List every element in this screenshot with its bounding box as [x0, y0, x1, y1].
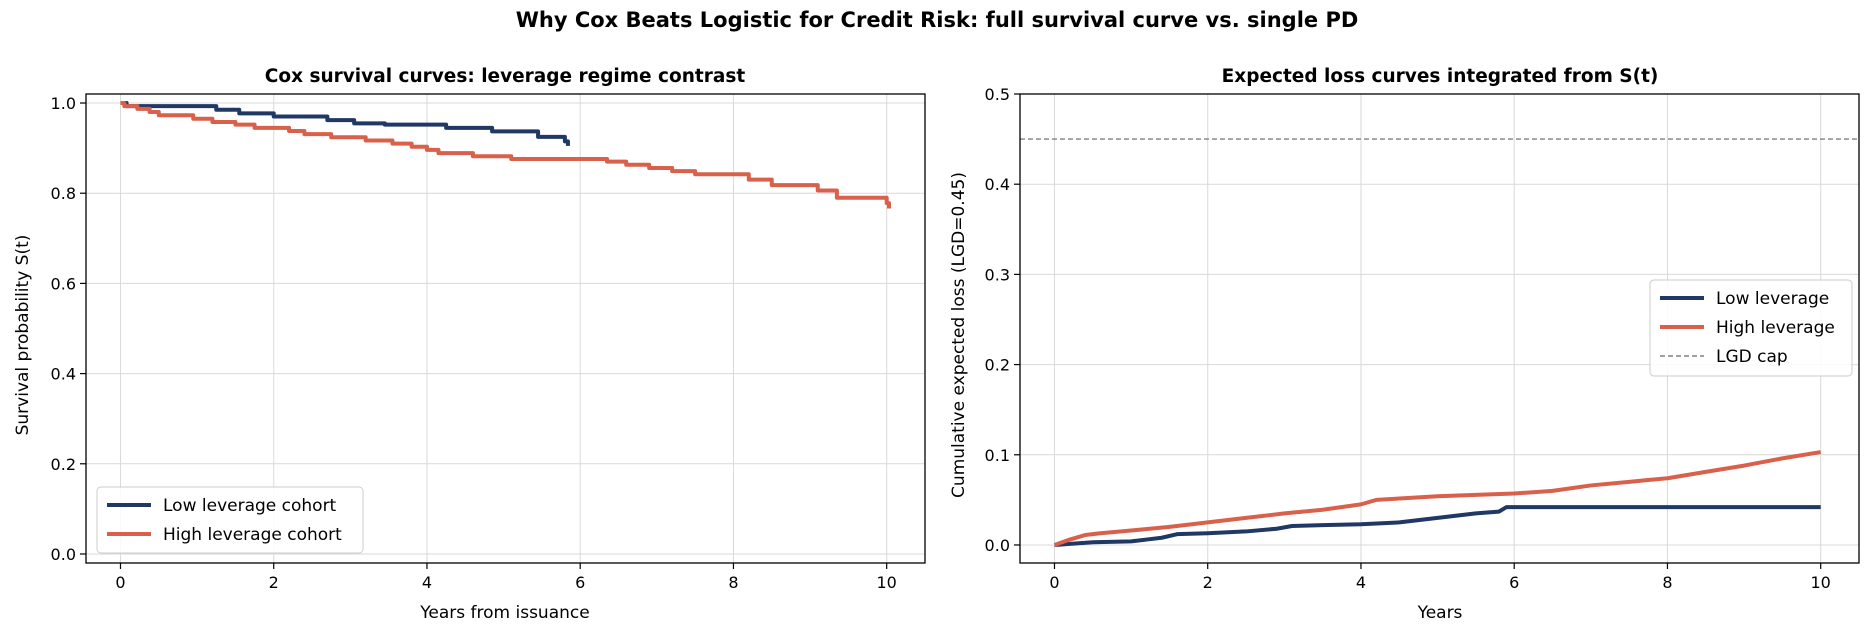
expected-loss-series-line-1	[1054, 505, 1821, 547]
expected-loss-x-tick-label: 10	[1811, 573, 1831, 592]
survival-x-tick-label: 6	[575, 573, 585, 592]
survival-lines	[120, 101, 891, 209]
survival-series-line-1	[120, 101, 570, 146]
expected-loss-plot-frame	[1019, 93, 1860, 564]
expected-loss-lines	[1020, 138, 1859, 547]
expected-loss-y-tick-label: 0.2	[985, 356, 1010, 375]
survival-x-tick-label: 2	[269, 573, 279, 592]
survival-legend-box	[96, 486, 364, 554]
survival-ticks: 0 2 4 6 8 10 0.0 0.2 0.4 0.6 0.8 1.0	[51, 94, 897, 592]
expected-loss-legend-label: LGD cap	[1716, 347, 1788, 367]
survival-grid	[86, 94, 925, 563]
survival-y-axis-label: Survival probability S(t)	[13, 235, 33, 436]
survival-legend: Low leverage cohort High leverage cohort	[96, 486, 364, 554]
survival-chart: Cox survival curves: leverage regime con…	[13, 66, 926, 623]
survival-x-axis-label: Years from issuance	[419, 603, 589, 623]
survival-chart-title: Cox survival curves: leverage regime con…	[265, 66, 746, 87]
expected-loss-y-tick-label: 0.0	[985, 536, 1010, 555]
expected-loss-x-tick-label: 8	[1662, 573, 1672, 592]
expected-loss-ticks: 0 2 4 6 8 10 0.0 0.1 0.2 0.3 0.4 0.5	[985, 85, 1831, 592]
survival-x-tick-label: 4	[422, 573, 432, 592]
survival-y-tick-label: 1.0	[51, 94, 76, 113]
expected-loss-chart: Expected loss curves integrated from S(t…	[949, 66, 1860, 623]
survival-series-line-2	[120, 101, 891, 209]
expected-loss-legend-box	[1649, 279, 1853, 377]
expected-loss-x-tick-label: 4	[1356, 573, 1366, 592]
survival-legend-label: Low leverage cohort	[163, 496, 337, 516]
figure-title: Why Cox Beats Logistic for Credit Risk: …	[515, 8, 1359, 32]
expected-loss-y-tick-label: 0.5	[985, 85, 1010, 104]
expected-loss-x-tick-label: 2	[1203, 573, 1213, 592]
expected-loss-y-axis-label: Cumulative expected loss (LGD=0.45)	[949, 172, 969, 498]
expected-loss-y-tick-label: 0.1	[985, 446, 1010, 465]
expected-loss-x-axis-label: Years	[1417, 603, 1463, 623]
expected-loss-chart-title: Expected loss curves integrated from S(t…	[1222, 66, 1659, 87]
survival-y-tick-label: 0.8	[51, 184, 76, 203]
survival-x-tick-label: 0	[115, 573, 125, 592]
survival-y-tick-label: 0.2	[51, 455, 76, 474]
expected-loss-legend-label: Low leverage	[1716, 289, 1829, 309]
survival-legend-label: High leverage cohort	[163, 525, 342, 545]
expected-loss-y-tick-label: 0.3	[985, 265, 1010, 284]
survival-y-tick-label: 0.6	[51, 274, 76, 293]
expected-loss-legend-label: High leverage	[1716, 318, 1835, 338]
survival-plot-frame	[85, 93, 926, 564]
expected-loss-legend: Low leverage High leverage LGD cap	[1649, 279, 1853, 377]
expected-loss-series-line-2	[1053, 450, 1822, 547]
survival-x-tick-label: 8	[728, 573, 738, 592]
survival-x-tick-label: 10	[877, 573, 897, 592]
expected-loss-x-tick-label: 0	[1049, 573, 1059, 592]
expected-loss-y-tick-label: 0.4	[985, 175, 1010, 194]
survival-y-tick-label: 0.0	[51, 545, 76, 564]
expected-loss-x-tick-label: 6	[1509, 573, 1519, 592]
survival-y-tick-label: 0.4	[51, 365, 76, 384]
